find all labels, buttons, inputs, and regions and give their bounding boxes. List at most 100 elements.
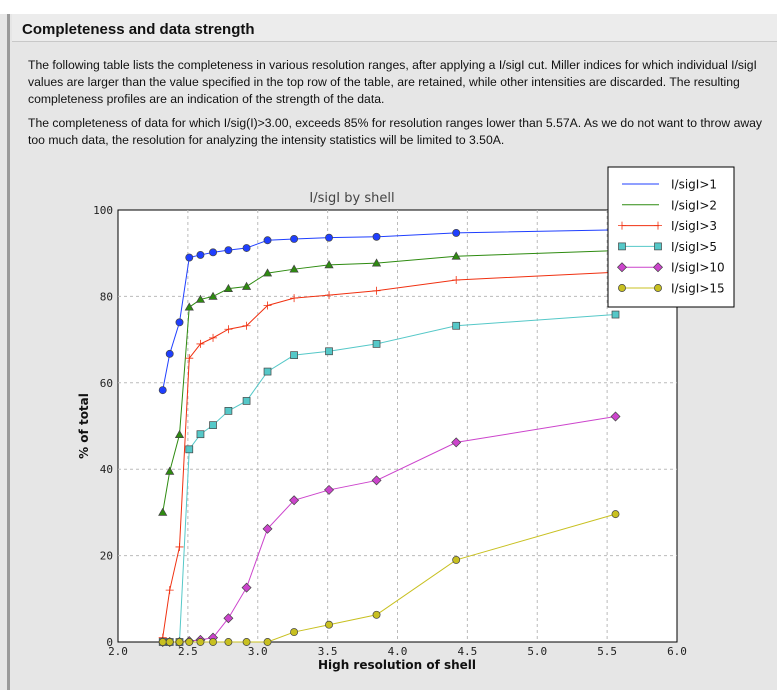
data-point <box>325 233 333 242</box>
data-point <box>372 232 381 241</box>
x-tick-label: 2.0 <box>108 645 128 658</box>
legend-marker <box>618 284 626 292</box>
data-point <box>452 321 461 330</box>
data-point <box>611 310 620 319</box>
y-tick-label: 100 <box>93 204 113 217</box>
series-line <box>162 229 616 391</box>
x-tick-label: 4.0 <box>388 645 408 658</box>
data-point <box>185 354 194 363</box>
data-point <box>452 228 461 237</box>
data-point <box>185 638 194 646</box>
data-point <box>290 351 298 360</box>
data-point <box>290 294 299 303</box>
data-point <box>196 430 205 439</box>
data-point <box>290 628 299 637</box>
left-border <box>7 14 10 690</box>
data-point <box>611 510 620 519</box>
data-point <box>241 281 252 290</box>
legend: I/sigI>1 I/sigI>2 I/sigI>3 I/sigI>5 I/sigI>1… <box>607 166 735 308</box>
data-point <box>174 429 185 438</box>
x-axis-label: High resolution of shell <box>318 658 476 672</box>
data-point <box>223 283 234 292</box>
chart-title: I/sigI by shell <box>309 191 394 206</box>
data-point <box>158 638 167 646</box>
x-tick-label: 6.0 <box>667 645 687 658</box>
section-header: Completeness and data strength <box>12 14 777 42</box>
legend-marker <box>654 284 662 292</box>
series-i-sigi-15 <box>158 510 620 646</box>
y-tick-label: 20 <box>100 550 113 563</box>
legend-entry: I/sigI>15 <box>671 282 725 296</box>
legend-entry: I/sigI>1 <box>671 178 717 192</box>
x-tick-label: 5.5 <box>597 645 617 658</box>
x-tick-label: 3.0 <box>248 645 268 658</box>
legend-marker <box>654 221 662 230</box>
data-point <box>263 638 272 646</box>
data-point <box>209 421 217 429</box>
data-point <box>209 333 218 342</box>
x-tick-label: 2.5 <box>178 645 198 658</box>
data-point <box>196 339 205 348</box>
data-point <box>325 291 334 300</box>
data-point <box>371 475 382 486</box>
data-point <box>289 264 299 273</box>
data-point <box>208 291 218 300</box>
data-point <box>242 638 251 646</box>
y-tick-label: 40 <box>100 463 113 476</box>
legend-box <box>607 166 735 308</box>
data-point <box>242 397 251 405</box>
data-point <box>224 325 233 334</box>
top-strip <box>0 0 777 14</box>
legend-entry: I/sigI>10 <box>671 261 725 275</box>
x-tick-label: 5.0 <box>527 645 547 658</box>
legend-entry: I/sigI>3 <box>671 219 717 233</box>
y-tick-label: 0 <box>106 636 113 649</box>
legend-marker <box>654 242 662 251</box>
data-point <box>185 445 194 454</box>
data-point <box>451 251 461 260</box>
data-point <box>241 582 252 593</box>
data-point <box>165 466 175 475</box>
data-point <box>158 386 167 395</box>
data-point <box>324 484 335 495</box>
y-axis-label: % of total <box>77 393 91 459</box>
data-point <box>262 523 273 534</box>
series-line <box>162 314 616 643</box>
data-point <box>185 253 194 262</box>
series-line <box>162 250 616 513</box>
data-point <box>263 301 272 310</box>
section-title: Completeness and data strength <box>22 21 255 38</box>
data-point <box>175 638 184 646</box>
legend-marker <box>617 262 627 273</box>
summary-paragraph: The completeness of data for which I/sig… <box>28 116 763 147</box>
data-point <box>263 367 272 376</box>
data-point <box>242 321 251 330</box>
legend-entry: I/sigI>2 <box>671 198 717 212</box>
data-point <box>223 613 234 624</box>
data-point <box>451 437 462 448</box>
data-point <box>165 586 174 595</box>
data-point <box>209 638 217 646</box>
legend-entry: I/sigI>5 <box>671 240 717 254</box>
data-point <box>452 275 461 284</box>
data-point <box>325 620 333 629</box>
data-point <box>158 507 168 516</box>
legend-marker <box>618 242 626 251</box>
series-i-sigi-5 <box>158 310 620 646</box>
data-point <box>262 268 273 277</box>
legend-marker <box>653 262 663 273</box>
legend-marker <box>618 221 626 230</box>
data-point <box>175 318 184 327</box>
data-point <box>196 250 205 259</box>
x-tick-label: 4.5 <box>457 645 477 658</box>
data-point <box>371 258 382 267</box>
data-point <box>372 610 381 619</box>
data-point <box>325 347 333 356</box>
y-tick-label: 60 <box>100 377 113 390</box>
data-point <box>290 234 299 243</box>
data-point <box>289 495 300 506</box>
data-point <box>372 286 381 295</box>
data-point <box>224 246 233 255</box>
data-point <box>184 302 194 311</box>
